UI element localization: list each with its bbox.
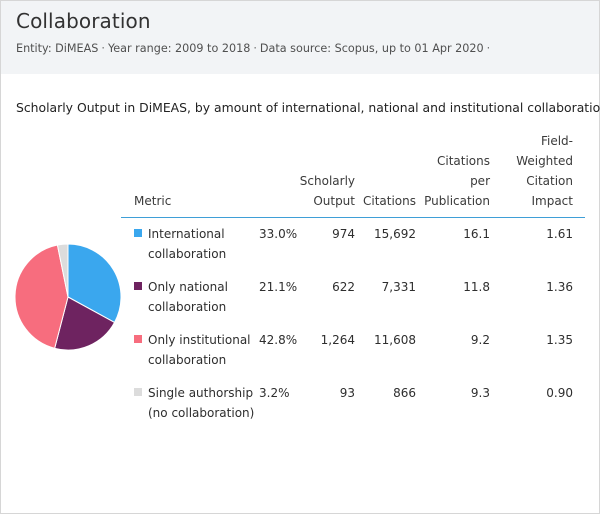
citations-value: 866 — [393, 386, 416, 400]
page-title: Collaboration — [16, 9, 151, 33]
legend-swatch — [134, 335, 142, 343]
col-header-output-line1: Scholarly — [299, 174, 355, 188]
col-header-fwci-line1: Field- — [540, 134, 573, 148]
share-value: 21.1% — [259, 280, 298, 294]
col-header-fwci-line4: Impact — [531, 194, 573, 208]
share-value: 3.2% — [259, 386, 290, 400]
pie-slice-single-authorship-no-collaboration[interactable] — [56, 243, 69, 298]
data-source-label: Data source: Scopus, up to 01 Apr 2020 — [259, 42, 484, 55]
output-value: 974 — [332, 227, 355, 241]
col-header-fwci-line2: Weighted — [516, 154, 573, 168]
cpp-value: 11.8 — [463, 280, 490, 294]
chart-subtitle: Scholarly Output in DiMEAS, by amount of… — [16, 100, 600, 115]
year-range-label: Year range: 2009 to 2018 — [107, 42, 251, 55]
card-header: Collaboration Entity: DiMEAS · Year range:… — [1, 1, 599, 74]
cpp-value: 16.1 — [463, 227, 490, 241]
citations-value: 11,608 — [374, 333, 416, 347]
legend-swatch — [134, 229, 142, 237]
table-row: Only national collaboration 21.1% 622 7,3… — [1, 278, 599, 328]
fwci-value: 0.90 — [546, 386, 573, 400]
cpp-value: 9.3 — [470, 386, 490, 400]
legend-swatch — [134, 388, 142, 396]
fwci-value: 1.61 — [546, 227, 573, 241]
entity-label: Entity: DiMEAS — [16, 42, 99, 55]
output-value: 622 — [332, 280, 355, 294]
col-header-cpp-line1: Citations — [436, 154, 490, 168]
meta-separator: · — [253, 42, 257, 55]
pie-slice-only-national-collaboration[interactable] — [54, 296, 116, 351]
col-header-output-line2: Output — [313, 194, 355, 208]
table-row: International collaboration 33.0% 974 15,… — [1, 225, 599, 275]
meta-separator: · — [486, 42, 491, 55]
share-value: 42.8% — [259, 333, 298, 347]
metric-label: International collaboration — [148, 227, 227, 261]
pie-slice-only-institutional-collaboration[interactable] — [14, 244, 69, 349]
output-value: 1,264 — [320, 333, 355, 347]
col-header-cpp-line2: per — [470, 174, 490, 188]
table-row: Single authorship (no collaboration) 3.2%… — [1, 384, 599, 434]
share-value: 33.0% — [259, 227, 298, 241]
col-header-fwci-line3: Citation — [526, 174, 573, 188]
output-value: 93 — [339, 386, 355, 400]
cpp-value: 9.2 — [470, 333, 490, 347]
meta-separator: · — [101, 42, 105, 55]
fwci-value: 1.35 — [546, 333, 573, 347]
fwci-value: 1.36 — [546, 280, 573, 294]
metadata-line: Entity: DiMEAS · Year range: 2009 to 2018 ·… — [16, 42, 493, 55]
table-row: Only institutional collaboration 42.8% 1,… — [1, 331, 599, 381]
pie-slice-international-collaboration[interactable] — [67, 243, 122, 324]
legend-swatch — [134, 282, 142, 290]
metric-label: Only national collaboration — [148, 280, 228, 314]
header-divider — [121, 217, 585, 218]
metric-label: Only institutional collaboration — [148, 333, 251, 367]
col-header-metric: Metric — [134, 194, 172, 208]
citations-value: 15,692 — [374, 227, 416, 241]
col-header-citations: Citations — [362, 194, 416, 208]
col-header-cpp-line3: Publication — [424, 194, 490, 208]
metric-label: Single authorship (no collaboration) — [148, 386, 255, 420]
citations-value: 7,331 — [381, 280, 416, 294]
